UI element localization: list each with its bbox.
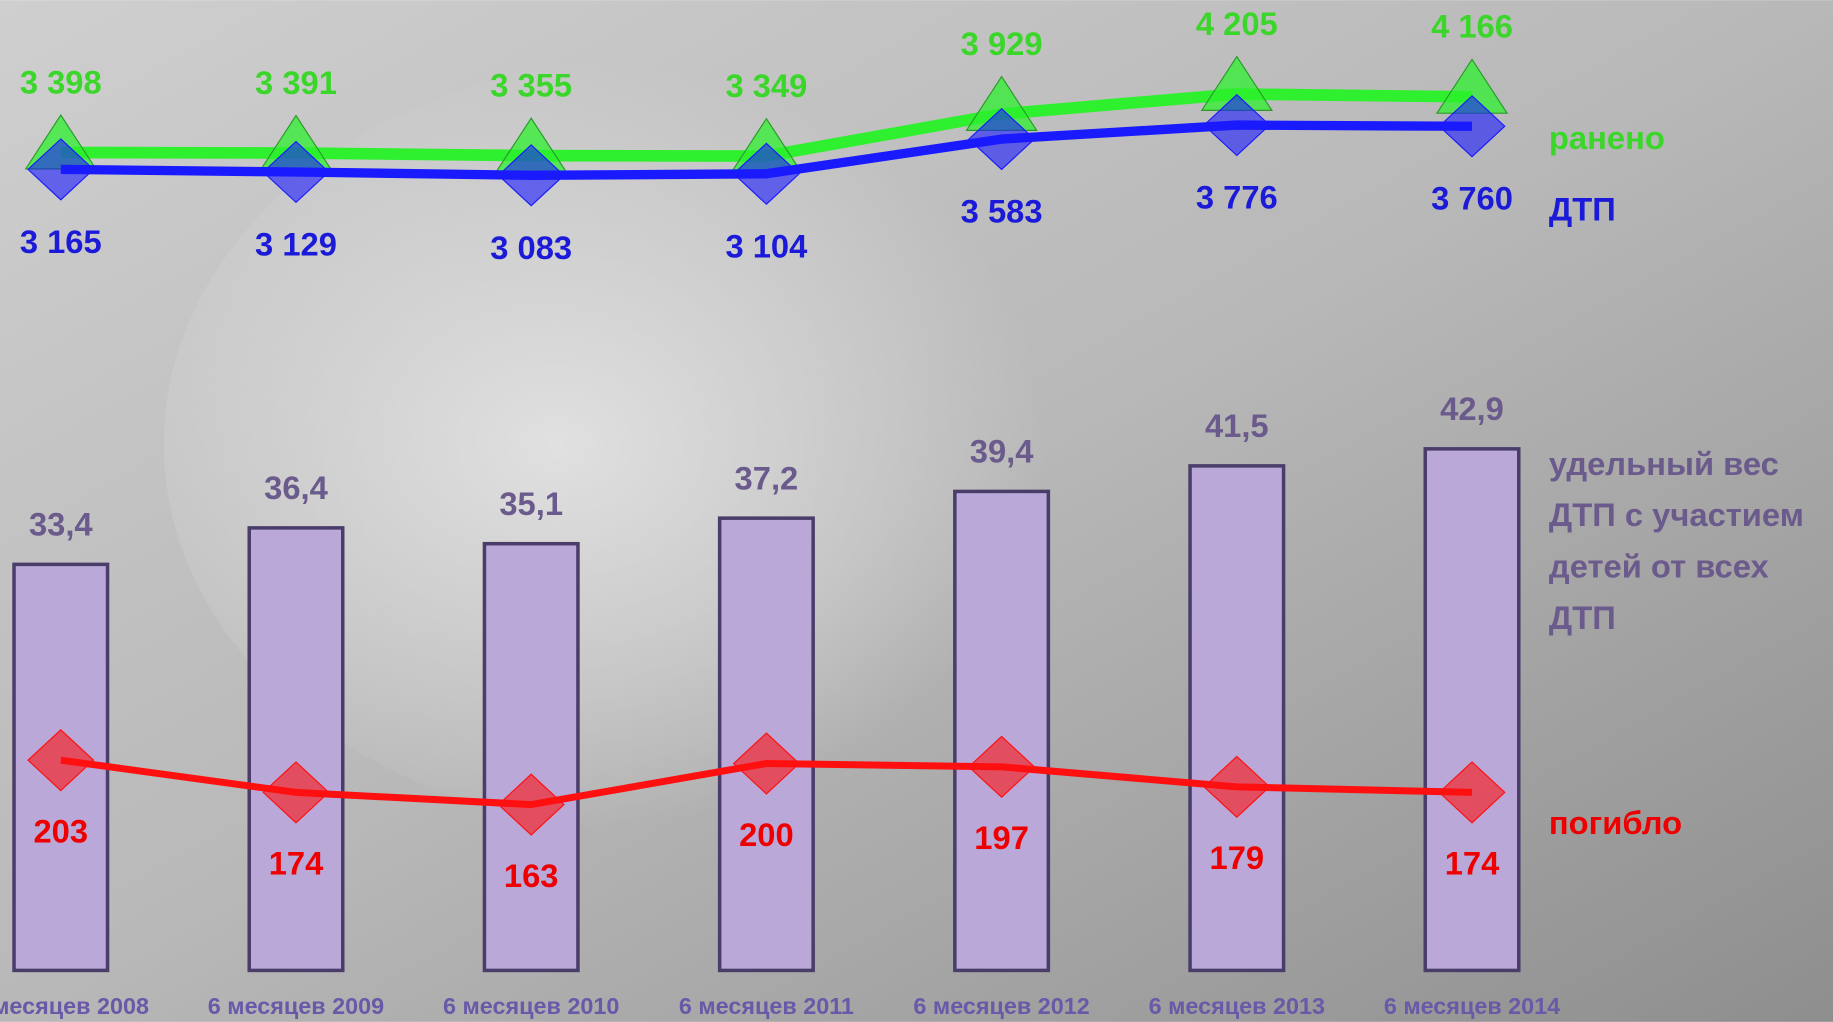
- data-label: 4 166: [1431, 8, 1513, 45]
- marker: [1438, 95, 1506, 158]
- data-label: 3 083: [490, 229, 572, 266]
- data-label: 174: [1445, 845, 1500, 882]
- x-tick-label: 6 месяцев 2014: [1384, 993, 1560, 1019]
- marker: [497, 144, 565, 207]
- data-label: 3 165: [20, 223, 102, 260]
- data-label: 37,2: [735, 459, 799, 496]
- legend-label: удельный вес ДТП с участием детей от все…: [1548, 445, 1804, 637]
- data-label: 203: [33, 812, 88, 849]
- marker: [968, 107, 1036, 171]
- legend-label: ранено: [1549, 119, 1665, 156]
- data-label: 3 391: [255, 64, 337, 101]
- data-label: 39,4: [970, 433, 1034, 470]
- marker: [968, 735, 1036, 799]
- bar: [1423, 447, 1521, 973]
- x-tick-label: 6 месяцев 2010: [443, 993, 619, 1019]
- data-label: 3 398: [20, 63, 102, 100]
- data-label: 3 349: [725, 67, 807, 104]
- data-label: 3 760: [1431, 180, 1513, 217]
- marker: [732, 732, 800, 795]
- marker: [497, 773, 565, 836]
- x-tick-label: 6 месяцев 2011: [679, 993, 854, 1019]
- data-label: 41,5: [1205, 407, 1269, 444]
- x-tick-label: 6 месяцев 2013: [1149, 993, 1325, 1019]
- marker: [1438, 761, 1506, 824]
- data-label: 197: [974, 819, 1029, 856]
- marker: [262, 761, 330, 824]
- data-label: 3 355: [490, 66, 572, 103]
- data-label: 42,9: [1440, 390, 1504, 427]
- marker: [1203, 93, 1271, 157]
- data-label: 3 776: [1196, 179, 1278, 216]
- data-label: 3 104: [725, 227, 808, 264]
- legend-label: погибло: [1549, 804, 1682, 841]
- marker: [732, 142, 800, 205]
- bar: [247, 526, 345, 973]
- legend-entry: удельный вес ДТП с участием детей от все…: [1548, 445, 1804, 637]
- data-label: 179: [1210, 839, 1265, 876]
- bar: [717, 516, 815, 973]
- data-label: 3 583: [961, 193, 1043, 230]
- background-glow: [163, 58, 1146, 831]
- legend-label: ДТП: [1549, 190, 1616, 227]
- data-label: 33,4: [29, 506, 93, 543]
- marker: [262, 140, 330, 204]
- x-tick-label: 6 месяцев 2012: [913, 993, 1089, 1019]
- bar: [482, 541, 580, 973]
- data-label: 3 129: [255, 225, 337, 262]
- data-label: 4 205: [1196, 5, 1278, 42]
- marker: [27, 138, 95, 201]
- data-label: 35,1: [499, 485, 563, 522]
- data-label: 36,4: [264, 469, 328, 506]
- bar: [953, 489, 1051, 973]
- x-tick-label: 6 месяцев 2008: [0, 993, 149, 1019]
- marker: [1203, 755, 1271, 819]
- data-label: 200: [739, 816, 794, 853]
- data-label: 3 929: [961, 25, 1043, 62]
- data-label: 174: [269, 845, 324, 882]
- x-tick-label: 6 месяцев 2009: [208, 993, 384, 1019]
- bar: [1188, 464, 1286, 973]
- marker: [27, 728, 95, 792]
- data-label: 163: [504, 857, 559, 894]
